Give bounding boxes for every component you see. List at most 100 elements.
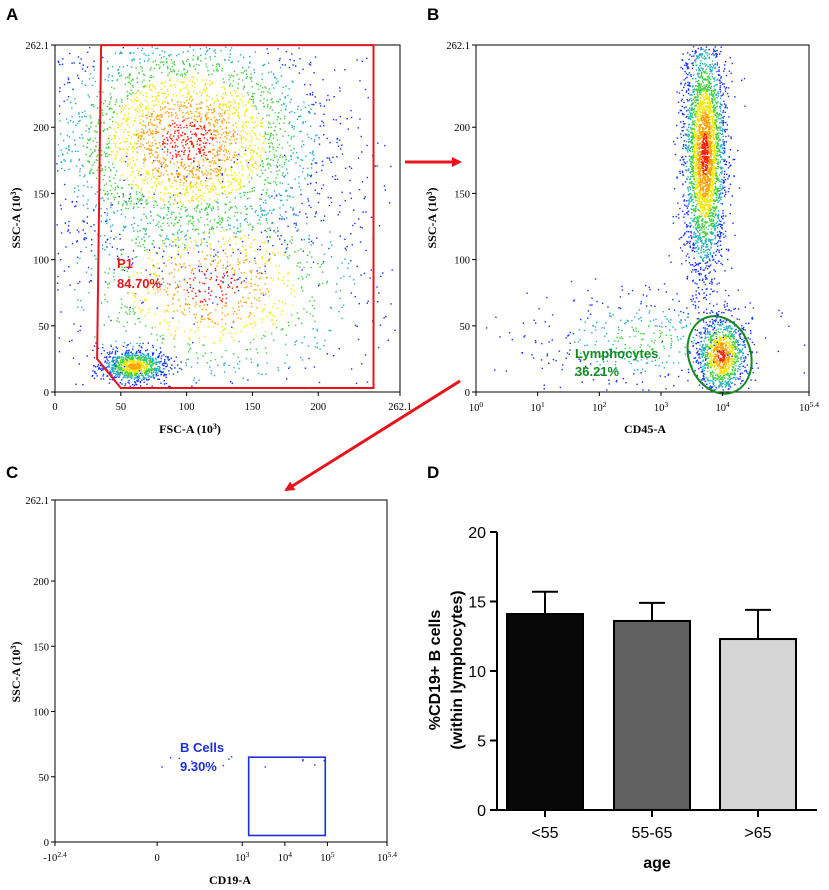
event-dot xyxy=(210,243,212,245)
event-dot xyxy=(222,282,224,284)
event-dot xyxy=(132,308,134,310)
event-dot xyxy=(132,366,134,368)
event-dot xyxy=(198,379,200,381)
event-dot xyxy=(187,155,189,157)
event-dot xyxy=(228,209,230,211)
event-dot xyxy=(302,122,304,124)
event-dot xyxy=(209,278,211,281)
event-dot xyxy=(234,197,237,199)
event-dot xyxy=(128,357,130,359)
event-dot xyxy=(83,184,85,187)
event-dot xyxy=(145,172,148,175)
event-dot xyxy=(245,160,247,162)
event-dot xyxy=(144,147,146,149)
event-dot xyxy=(290,292,292,294)
event-dot xyxy=(152,104,155,107)
event-dot xyxy=(285,190,287,192)
event-dot xyxy=(215,309,217,311)
event-dot xyxy=(207,214,209,216)
event-dot xyxy=(215,130,217,133)
event-dot xyxy=(235,174,238,177)
event-dot xyxy=(195,295,197,297)
event-dot xyxy=(186,127,188,129)
event-dot xyxy=(263,242,265,244)
event-dot xyxy=(191,85,194,87)
event-dot xyxy=(136,133,138,136)
event-dot xyxy=(349,275,351,278)
event-dot xyxy=(151,369,153,371)
event-dot xyxy=(221,121,223,123)
event-dot xyxy=(237,317,240,319)
event-dot xyxy=(142,110,144,112)
event-dot xyxy=(364,354,367,356)
y-tick-label: 50 xyxy=(39,322,50,333)
event-dot xyxy=(86,66,89,68)
event-dot xyxy=(187,136,189,138)
event-dot xyxy=(156,283,158,285)
event-dot xyxy=(236,227,239,229)
event-dot xyxy=(221,356,223,358)
event-dot xyxy=(358,189,361,191)
event-dot xyxy=(340,277,342,279)
event-dot xyxy=(183,139,185,141)
event-dot xyxy=(224,323,227,325)
event-dot xyxy=(147,173,149,176)
event-dot xyxy=(213,219,216,221)
event-dot xyxy=(260,154,262,157)
event-dot xyxy=(168,255,171,257)
event-dot xyxy=(136,369,138,371)
event-dot xyxy=(194,132,197,134)
event-dot xyxy=(204,335,206,337)
event-dot xyxy=(158,368,160,370)
event-dot xyxy=(264,330,267,333)
event-dot xyxy=(169,136,171,138)
event-dot xyxy=(171,186,173,188)
event-dot xyxy=(251,155,254,157)
event-dot xyxy=(217,251,219,253)
event-dot xyxy=(329,329,332,332)
event-dot xyxy=(110,169,112,171)
event-dot xyxy=(266,164,269,166)
event-dot xyxy=(299,58,301,60)
event-dot xyxy=(251,149,253,152)
event-dot xyxy=(176,327,179,329)
event-dot xyxy=(117,371,120,373)
event-dot xyxy=(339,148,342,150)
event-dot xyxy=(152,154,154,156)
event-dot xyxy=(119,238,121,240)
event-dot xyxy=(219,220,221,222)
event-dot xyxy=(197,147,199,150)
event-dot xyxy=(213,185,216,187)
event-dot xyxy=(186,70,189,72)
event-dot xyxy=(92,349,94,352)
event-dot xyxy=(90,274,92,276)
event-dot xyxy=(242,147,244,149)
event-dot xyxy=(92,374,94,377)
event-dot xyxy=(131,371,133,373)
panel-label-c: C xyxy=(6,463,18,482)
event-dot xyxy=(153,181,156,184)
event-dot xyxy=(239,54,242,56)
event-dot xyxy=(360,135,362,138)
event-dot xyxy=(134,117,137,119)
event-dot xyxy=(114,187,117,189)
event-dot xyxy=(290,242,293,244)
event-dot xyxy=(139,356,141,358)
event-dot xyxy=(170,85,172,87)
event-dot xyxy=(266,260,268,262)
event-dot xyxy=(234,100,236,103)
event-dot xyxy=(139,381,141,383)
event-dot xyxy=(137,357,139,359)
event-dot xyxy=(164,86,166,88)
event-dot xyxy=(185,180,188,182)
event-dot xyxy=(216,303,219,305)
event-dot xyxy=(135,159,138,161)
event-dot xyxy=(290,136,293,138)
event-dot xyxy=(254,144,256,147)
event-dot xyxy=(178,212,181,215)
event-dot xyxy=(247,237,249,239)
event-dot xyxy=(257,248,259,251)
event-dot xyxy=(206,214,208,216)
event-dot xyxy=(174,258,176,260)
event-dot xyxy=(216,168,219,170)
